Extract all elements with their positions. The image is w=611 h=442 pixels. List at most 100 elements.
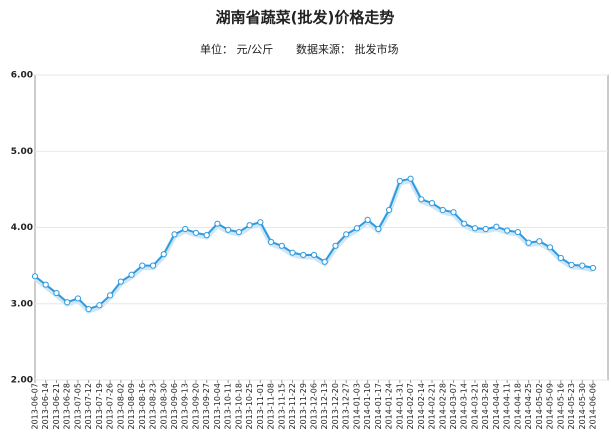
x-tick-label: 2014-05-23 bbox=[567, 383, 576, 430]
x-tick-label: 2013-12-20 bbox=[331, 383, 340, 430]
point-marker bbox=[536, 238, 543, 245]
x-tick-label: 2013-11-08 bbox=[267, 383, 276, 430]
x-tick-label: 2013-09-06 bbox=[170, 383, 179, 430]
point-marker bbox=[300, 251, 307, 259]
x-tick-label: 2013-08-30 bbox=[159, 383, 168, 430]
point-marker bbox=[514, 228, 521, 236]
point-marker bbox=[353, 225, 361, 232]
point-marker bbox=[525, 239, 532, 246]
x-tick-label: 2013-07-19 bbox=[95, 383, 104, 430]
y-tick-label: 5.00 bbox=[11, 147, 33, 157]
point-marker bbox=[128, 271, 135, 278]
point-marker bbox=[557, 254, 564, 262]
x-tick-label: 2013-09-13 bbox=[181, 383, 190, 430]
x-tick-label: 2013-10-04 bbox=[213, 383, 222, 430]
x-tick-label: 2013-11-01 bbox=[256, 383, 265, 430]
point-marker bbox=[53, 289, 60, 297]
x-tick-label: 2013-08-16 bbox=[138, 383, 147, 430]
point-marker bbox=[504, 227, 511, 234]
x-tick-label: 2014-02-21 bbox=[428, 383, 437, 430]
point-marker bbox=[149, 262, 157, 269]
point-marker bbox=[182, 225, 189, 233]
point-marker bbox=[418, 196, 425, 203]
y-tick-label: 3.00 bbox=[11, 299, 33, 309]
x-tick-label: 2014-02-28 bbox=[438, 383, 447, 430]
point-marker bbox=[31, 273, 39, 280]
point-marker bbox=[42, 281, 49, 288]
point-marker bbox=[257, 219, 264, 226]
x-tick-label: 2013-06-28 bbox=[63, 383, 72, 430]
x-tick-label: 2013-11-22 bbox=[288, 383, 297, 430]
point-marker bbox=[74, 295, 82, 302]
point-marker bbox=[192, 229, 200, 236]
point-marker bbox=[439, 206, 446, 214]
x-tick-label: 2013-12-27 bbox=[342, 383, 351, 430]
point-marker bbox=[321, 258, 328, 265]
x-tick-label: 2014-05-30 bbox=[578, 383, 587, 430]
x-tick-label: 2014-05-16 bbox=[556, 383, 565, 430]
point-marker bbox=[386, 206, 393, 214]
point-marker bbox=[568, 261, 575, 268]
point-marker bbox=[278, 242, 285, 249]
point-marker bbox=[160, 251, 167, 258]
point-marker bbox=[171, 231, 178, 238]
point-marker bbox=[85, 305, 92, 313]
x-tick-label: 2014-04-11 bbox=[503, 383, 512, 430]
point-marker bbox=[375, 225, 382, 233]
point-marker bbox=[214, 220, 221, 227]
x-tick-label: 2013-08-09 bbox=[127, 383, 136, 430]
y-tick-label: 6.00 bbox=[11, 71, 33, 81]
point-marker bbox=[471, 225, 479, 232]
point-marker bbox=[493, 223, 500, 230]
point-marker bbox=[246, 222, 253, 229]
x-tick-label: 2013-09-27 bbox=[202, 383, 211, 430]
x-tick-label: 2014-03-21 bbox=[470, 383, 479, 430]
x-tick-label: 2014-03-07 bbox=[449, 383, 458, 430]
point-marker bbox=[235, 228, 242, 236]
x-tick-label: 2014-02-07 bbox=[406, 383, 415, 430]
x-tick-label: 2013-11-29 bbox=[299, 383, 308, 430]
x-tick-label: 2013-12-06 bbox=[310, 383, 319, 430]
x-tick-label: 2014-05-09 bbox=[546, 383, 555, 430]
x-tick-label: 2013-10-25 bbox=[245, 383, 254, 430]
point-marker bbox=[107, 292, 114, 299]
point-marker bbox=[310, 251, 318, 259]
point-marker bbox=[546, 244, 554, 251]
x-tick-label: 2014-01-24 bbox=[385, 383, 394, 430]
x-tick-label: 2013-08-23 bbox=[149, 383, 158, 430]
x-tick-label: 2014-01-17 bbox=[374, 383, 383, 430]
x-tick-label: 2014-04-18 bbox=[513, 383, 522, 430]
point-marker bbox=[407, 175, 414, 182]
point-marker bbox=[203, 232, 210, 239]
point-marker bbox=[396, 177, 403, 185]
x-tick-label: 2014-06-06 bbox=[589, 383, 598, 430]
x-tick-label: 2013-07-26 bbox=[106, 383, 115, 430]
point-marker bbox=[96, 302, 103, 309]
x-tick-label: 2013-08-02 bbox=[116, 383, 125, 430]
unit-note: 单位： 元/公斤 bbox=[200, 42, 273, 56]
point-marker bbox=[267, 238, 275, 246]
y-tick-label: 4.00 bbox=[11, 223, 33, 233]
x-tick-label: 2013-12-13 bbox=[320, 383, 329, 430]
point-marker bbox=[343, 231, 350, 238]
point-marker bbox=[579, 262, 586, 269]
point-marker bbox=[482, 225, 489, 233]
point-marker bbox=[117, 278, 124, 285]
point-marker bbox=[364, 216, 371, 223]
y-tick-label: 2.00 bbox=[11, 376, 33, 386]
chart-title: 湖南省蔬菜(批发)价格走势 bbox=[216, 9, 395, 27]
point-marker bbox=[428, 200, 436, 207]
x-tick-label: 2013-06-21 bbox=[52, 383, 61, 430]
x-tick-label: 2013-06-14 bbox=[41, 383, 50, 430]
x-tick-label: 2013-06-07 bbox=[31, 383, 40, 430]
x-tick-label: 2013-09-20 bbox=[191, 383, 200, 430]
x-tick-label: 2014-03-28 bbox=[481, 383, 490, 430]
point-marker bbox=[139, 262, 146, 269]
point-marker bbox=[450, 209, 457, 216]
x-tick-label: 2014-01-10 bbox=[363, 383, 372, 430]
point-marker bbox=[289, 249, 296, 256]
point-marker bbox=[461, 220, 468, 227]
source-note: 数据来源： 批发市场 bbox=[296, 42, 399, 56]
x-tick-label: 2014-02-14 bbox=[417, 383, 426, 430]
x-tick-label: 2013-10-18 bbox=[234, 383, 243, 430]
